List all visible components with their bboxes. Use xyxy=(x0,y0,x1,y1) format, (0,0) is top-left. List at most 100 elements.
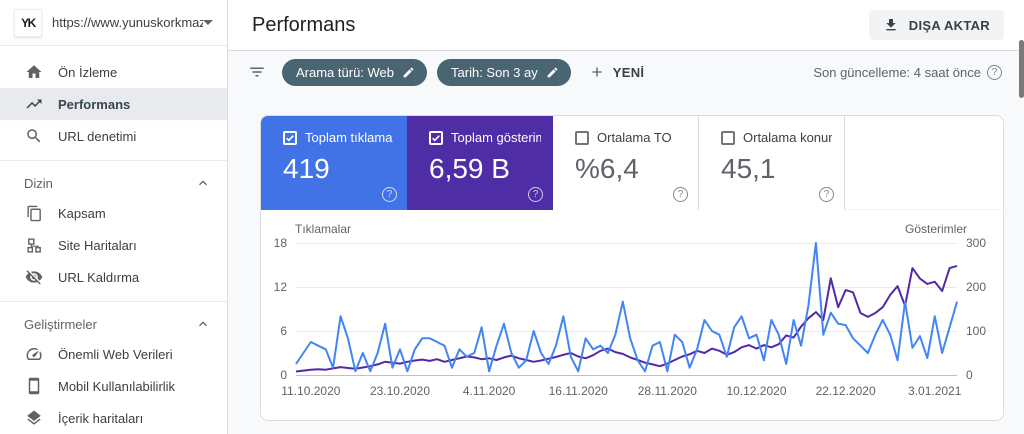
sidebar-item-sitemaps[interactable]: Site Haritaları xyxy=(0,229,227,261)
trending-up-icon xyxy=(24,94,44,114)
speedometer-icon xyxy=(24,344,44,364)
pencil-icon xyxy=(402,66,415,79)
page-title: Performans xyxy=(252,14,355,37)
left-axis-title: Tıklamalar xyxy=(295,222,351,236)
help-icon[interactable]: ? xyxy=(987,65,1002,80)
search-icon xyxy=(24,126,44,146)
sidebar-item-label: Mobil Kullanılabilirlik xyxy=(58,379,175,394)
metric-label: Toplam gösterim ... xyxy=(451,130,541,145)
sidebar-item-removals[interactable]: URL Kaldırma xyxy=(0,261,227,293)
property-url: https://www.yunuskorkmaz.c... xyxy=(52,15,203,30)
checkbox-unchecked-icon[interactable] xyxy=(575,131,589,145)
pencil-icon xyxy=(546,66,559,79)
home-icon xyxy=(24,62,44,82)
x-tick-label: 16.11.2020 xyxy=(549,384,608,398)
new-label: YENİ xyxy=(613,65,645,80)
filter-chip-date[interactable]: Tarih: Son 3 ay xyxy=(437,59,571,86)
metric-value: 419 xyxy=(283,153,395,185)
x-tick-label: 3.01.2021 xyxy=(908,384,961,398)
x-tick-label: 23.10.2020 xyxy=(370,384,430,398)
main-content: Performans DIŞA AKTAR Arama türü: Web Ta… xyxy=(228,0,1024,434)
checkbox-unchecked-icon[interactable] xyxy=(721,131,735,145)
right-tick: 0 xyxy=(957,368,973,382)
checkbox-checked-icon[interactable] xyxy=(283,131,297,145)
sidebar-item-coverage[interactable]: Kapsam xyxy=(0,197,227,229)
sidebar-item-label: URL denetimi xyxy=(58,129,136,144)
filter-icon[interactable] xyxy=(248,63,266,81)
left-tick: 6 xyxy=(280,324,296,338)
sidebar-item-label: Önemli Web Verileri xyxy=(58,347,173,362)
sidebar: YK https://www.yunuskorkmaz.c... Ön İzle… xyxy=(0,0,228,434)
sidebar-item-label: URL Kaldırma xyxy=(58,270,139,285)
right-tick: 300 xyxy=(957,236,986,250)
search-console-app: YK https://www.yunuskorkmaz.c... Ön İzle… xyxy=(0,0,1024,434)
metric-card-average-position[interactable]: Ortalama konum 45,1 ? xyxy=(699,116,845,210)
page-header: Performans DIŞA AKTAR xyxy=(228,0,1024,51)
right-tick: 200 xyxy=(957,280,986,294)
sidebar-item-content-maps[interactable]: İçerik haritaları xyxy=(0,402,227,434)
help-icon[interactable]: ? xyxy=(528,187,543,202)
export-button[interactable]: DIŞA AKTAR xyxy=(869,10,1004,40)
sidebar-item-overview[interactable]: Ön İzleme xyxy=(0,56,227,88)
metric-value: %6,4 xyxy=(575,153,686,185)
left-tick: 18 xyxy=(274,236,296,250)
chevron-down-icon xyxy=(203,20,213,25)
sidebar-item-label: Performans xyxy=(58,97,130,112)
help-icon[interactable]: ? xyxy=(382,187,397,202)
metric-card-total-clicks[interactable]: Toplam tıklama s... 419 ? xyxy=(261,116,407,210)
download-icon xyxy=(883,17,899,33)
x-axis-labels: 11.10.202023.10.20204.11.202016.11.20202… xyxy=(296,384,957,400)
right-tick: 100 xyxy=(957,324,986,338)
x-tick-label: 4.11.2020 xyxy=(463,384,516,398)
metric-label: Ortalama TO xyxy=(597,130,672,145)
filter-bar: Arama türü: Web Tarih: Son 3 ay YENİ Son… xyxy=(228,51,1024,93)
x-tick-label: 10.12.2020 xyxy=(726,384,786,398)
eye-off-icon xyxy=(24,267,44,287)
metric-value: 6,59 B xyxy=(429,153,541,185)
metric-value: 45,1 xyxy=(721,153,832,185)
smartphone-icon xyxy=(24,376,44,396)
x-tick-label: 22.12.2020 xyxy=(816,384,876,398)
sidebar-item-core-web-vitals[interactable]: Önemli Web Verileri xyxy=(0,338,227,370)
property-avatar: YK xyxy=(14,9,42,37)
metric-card-average-ctr[interactable]: Ortalama TO %6,4 ? xyxy=(553,116,699,210)
section-title: Dizin xyxy=(24,176,53,191)
sidebar-item-performance[interactable]: Performans xyxy=(0,88,227,120)
last-update: Son güncelleme: 4 saat önce ? xyxy=(813,65,1002,80)
x-tick-label: 11.10.2020 xyxy=(281,384,340,398)
sidebar-item-label: Kapsam xyxy=(58,206,106,221)
performance-card: Toplam tıklama s... 419 ? Toplam gösteri… xyxy=(260,115,1004,421)
help-icon[interactable]: ? xyxy=(673,187,688,202)
right-axis-title: Gösterimler xyxy=(905,222,967,236)
property-selector[interactable]: YK https://www.yunuskorkmaz.c... xyxy=(0,0,227,46)
chevron-up-icon xyxy=(195,316,211,332)
sidebar-section-enhancements[interactable]: Geliştirmeler xyxy=(0,310,227,338)
sidebar-divider xyxy=(0,301,227,302)
x-axis-line xyxy=(296,375,957,376)
export-label: DIŞA AKTAR xyxy=(909,18,990,33)
metric-label: Toplam tıklama s... xyxy=(305,130,395,145)
filter-chip-search-type[interactable]: Arama türü: Web xyxy=(282,59,427,86)
checkbox-checked-icon[interactable] xyxy=(429,131,443,145)
left-tick: 12 xyxy=(274,280,296,294)
chip-label: Arama türü: Web xyxy=(296,65,394,80)
sidebar-item-url-inspection[interactable]: URL denetimi xyxy=(0,120,227,152)
performance-chart[interactable]: Tıklamalar Gösterimler 18 12 6 0 300 200… xyxy=(261,210,1003,415)
last-update-text: Son güncelleme: 4 saat önce xyxy=(813,65,981,80)
new-filter-button[interactable]: YENİ xyxy=(589,64,645,80)
sidebar-item-label: İçerik haritaları xyxy=(58,411,143,426)
layers-icon xyxy=(24,408,44,428)
sidebar-divider xyxy=(0,160,227,161)
sidebar-item-label: Ön İzleme xyxy=(58,65,117,80)
sitemap-icon xyxy=(24,235,44,255)
sidebar-item-mobile-usability[interactable]: Mobil Kullanılabilirlik xyxy=(0,370,227,402)
left-tick: 0 xyxy=(280,368,296,382)
metric-row-spacer xyxy=(845,116,1003,209)
sidebar-item-label: Site Haritaları xyxy=(58,238,137,253)
plot-area: 18 12 6 0 300 200 100 0 xyxy=(296,243,957,375)
vertical-scrollbar[interactable] xyxy=(1019,40,1024,98)
metric-card-total-impressions[interactable]: Toplam gösterim ... 6,59 B ? xyxy=(407,116,553,210)
sidebar-section-index[interactable]: Dizin xyxy=(0,169,227,197)
help-icon[interactable]: ? xyxy=(819,187,834,202)
coverage-icon xyxy=(24,203,44,223)
